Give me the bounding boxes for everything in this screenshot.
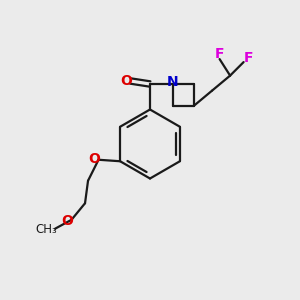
Text: O: O [120, 74, 132, 88]
Text: O: O [88, 152, 100, 166]
Text: F: F [244, 51, 254, 64]
Text: O: O [61, 214, 73, 228]
Text: N: N [167, 75, 178, 88]
Text: F: F [215, 47, 224, 61]
Text: CH₃: CH₃ [36, 224, 58, 236]
